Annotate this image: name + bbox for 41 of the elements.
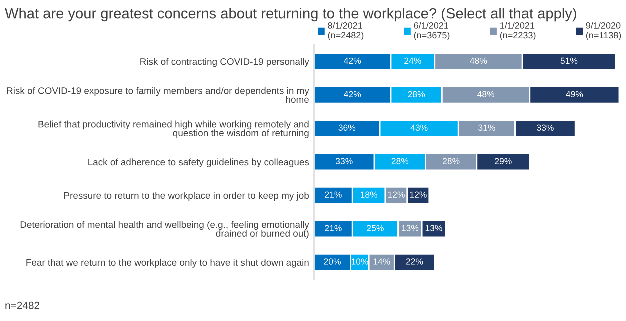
legend-label: 6/1/2021 (n=3675)	[414, 22, 450, 40]
data-label: 48%	[470, 58, 488, 64]
y-tick-label: Belief that productivity remained high while working remotely and question the wisdom of returning	[38, 120, 309, 138]
chart-title: What are your greatest concerns about returning to the workplace? (Select all that apply)	[5, 8, 576, 22]
data-label: 51%	[560, 58, 578, 64]
data-label: 21%	[325, 192, 342, 198]
data-label: 22%	[406, 258, 424, 265]
data-label: 18%	[360, 192, 378, 198]
data-label: 14%	[374, 258, 390, 265]
data-label: 28%	[392, 158, 409, 164]
data-label: 29%	[495, 158, 512, 164]
data-label: 25%	[367, 225, 384, 232]
data-label: 33%	[336, 158, 353, 164]
data-label: 49%	[566, 91, 584, 98]
data-label: 48%	[477, 91, 494, 98]
data-label: 31%	[478, 124, 496, 131]
y-tick-label: Pressure to return to the workplace in order to keep my job	[64, 192, 310, 201]
data-label: 42%	[344, 91, 362, 98]
y-tick-label: Fear that we return to the workplace only to have it shut down again	[26, 259, 309, 268]
data-label: 13%	[402, 225, 419, 232]
data-label: 33%	[537, 124, 554, 131]
data-label: 24%	[404, 58, 422, 64]
legend-label: 1/1/2021 (n=2233)	[500, 22, 536, 40]
data-label: 21%	[325, 225, 342, 232]
text: n=2482	[6, 302, 40, 310]
legend-label: 8/1/2021 (n=2482)	[328, 22, 364, 40]
data-label: 10%	[352, 258, 368, 265]
data-label: 42%	[344, 58, 362, 64]
data-label: 28%	[408, 91, 426, 98]
data-label: 43%	[410, 124, 428, 131]
y-tick-label: Risk of COVID-19 exposure to family members and/or dependents in my home	[7, 87, 310, 104]
data-label: 28%	[443, 158, 460, 164]
legend-label: 9/1/2020 (n=1138)	[586, 22, 622, 40]
y-tick-label: Deterioration of mental health and wellbeing (e.g., feeling emotionally drained or burned out)	[20, 221, 310, 239]
y-tick-label: Lack of adherence to safety guidelines by colleagues	[88, 158, 310, 168]
data-label: 12%	[410, 192, 427, 198]
data-label: 36%	[338, 124, 356, 131]
data-label: 13%	[426, 225, 442, 232]
y-tick-label: Risk of contracting COVID-19 personally	[140, 58, 310, 68]
data-label: 12%	[388, 192, 405, 198]
data-label: 20%	[324, 258, 341, 265]
